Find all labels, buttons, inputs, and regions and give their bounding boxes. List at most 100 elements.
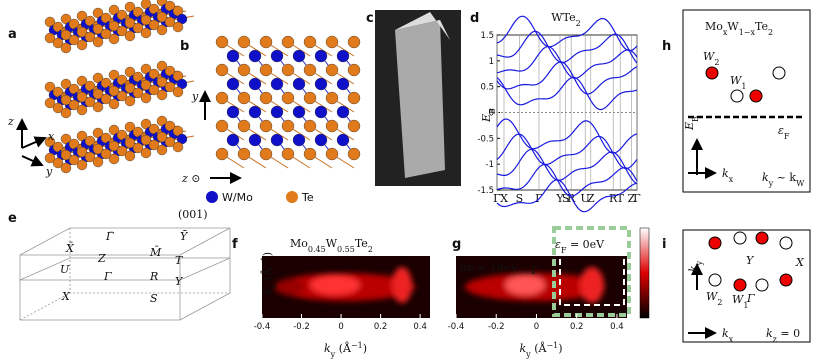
atom: [116, 25, 128, 37]
atom: [325, 63, 339, 77]
atom: [347, 147, 361, 161]
x-axis-label-part: ): [558, 342, 562, 355]
panel-title-part: 0.55: [337, 245, 355, 254]
x-axis-label-part: k: [762, 171, 769, 184]
atom: [270, 49, 284, 63]
axis-label: z: [7, 115, 14, 128]
panel-title-part: W: [727, 20, 739, 33]
y-axis-label-part: k: [261, 288, 274, 295]
atom: [259, 35, 273, 49]
atom: [148, 139, 160, 151]
atom: [172, 86, 184, 98]
y-axis-label: ky: [687, 260, 704, 272]
legend-label: Te: [301, 191, 314, 204]
panel-title: MoxW1−xTe2: [705, 20, 773, 37]
x-axis-label-part: (Å: [335, 341, 352, 355]
x-tick-label: 0.2: [570, 322, 584, 332]
panel-label: g: [452, 237, 461, 252]
atom: [215, 119, 229, 133]
point-label-part: 1: [743, 301, 748, 310]
atom: [336, 105, 350, 119]
atom: [215, 35, 229, 49]
atom: [148, 19, 160, 31]
panel-label: a: [8, 27, 17, 42]
atom: [347, 119, 361, 133]
x-axis-label: ky ~ kW: [762, 171, 805, 188]
point-label-part: W: [703, 50, 716, 63]
atom: [44, 97, 56, 109]
atom: [292, 49, 306, 63]
x-axis-label-part: y: [525, 350, 531, 359]
panel-label: b: [180, 39, 189, 54]
atom: [100, 93, 112, 105]
atom: [60, 107, 72, 119]
legend-swatch: [286, 191, 298, 203]
atom: [76, 26, 88, 38]
arrow: [21, 155, 44, 167]
y-tick-label: -1: [486, 160, 494, 170]
atom: [303, 147, 317, 161]
atom: [248, 49, 262, 63]
band-curve: [496, 46, 638, 79]
atom: [68, 99, 80, 111]
atom: [248, 133, 262, 147]
atom: [325, 147, 339, 161]
atom: [314, 133, 328, 147]
atom: [92, 23, 104, 35]
atom: [60, 162, 72, 174]
atom: [92, 36, 104, 48]
point-label-part: W: [732, 293, 745, 306]
y-axis-label: EB: [683, 116, 700, 131]
x-axis-label-part: x: [729, 335, 734, 344]
atom: [226, 133, 240, 147]
atom: [68, 154, 80, 166]
arrow: [21, 136, 47, 149]
atom: [52, 157, 64, 169]
annotation: Γ̄: [531, 264, 539, 277]
atom: [215, 91, 229, 105]
panel-label: e: [8, 211, 17, 226]
y-tick-label: 0.5: [480, 83, 494, 93]
y-axis-label-part: x: [269, 283, 278, 288]
atom: [84, 96, 96, 108]
atom: [259, 63, 273, 77]
x-tick-label: -0.4: [254, 322, 271, 332]
x-tick-label: R: [609, 192, 618, 205]
x-tick-label: -0.2: [293, 322, 310, 332]
atom: [248, 105, 262, 119]
bz-point: Ȳ: [180, 230, 189, 243]
atom: [226, 77, 240, 91]
band-curve: [496, 133, 638, 170]
band-curve: [496, 179, 638, 213]
atom: [84, 31, 96, 43]
panel-title-part: 1−x: [739, 28, 756, 37]
atom: [108, 153, 120, 165]
x-axis-label-part: y: [768, 179, 774, 188]
x-axis-label-part: x: [729, 175, 734, 184]
atom: [84, 151, 96, 163]
atom: [124, 137, 136, 149]
y-axis-label-part: y: [695, 260, 704, 266]
atom: [314, 49, 328, 63]
atom: [215, 147, 229, 161]
band-curve: [496, 61, 638, 95]
panel-title-part: WTe: [551, 11, 575, 24]
bz-point: X: [61, 290, 71, 303]
bz-point: Z: [97, 252, 106, 265]
axis-label: y: [45, 165, 53, 178]
atom: [76, 159, 88, 171]
x-axis-label-part: −1: [546, 341, 558, 350]
panel-label: f: [232, 237, 238, 252]
x-axis-label: kz = 0: [766, 327, 800, 344]
atom: [44, 32, 56, 44]
structure: [44, 0, 361, 174]
x-tick-label: 0.4: [413, 322, 427, 332]
atom: [259, 119, 273, 133]
atom: [292, 77, 306, 91]
band-curve: [496, 76, 638, 111]
x-tick-label: 0: [534, 322, 539, 332]
atom: [292, 133, 306, 147]
atom: [237, 35, 251, 49]
atom: [108, 140, 120, 152]
